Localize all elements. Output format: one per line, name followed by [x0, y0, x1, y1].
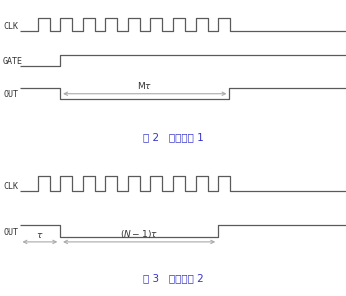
Text: 图 2   工作模式 1: 图 2 工作模式 1 [143, 132, 203, 142]
Text: $\tau$: $\tau$ [36, 231, 44, 240]
Text: CLK: CLK [3, 22, 18, 31]
Text: M$\tau$: M$\tau$ [137, 80, 152, 91]
Text: 图 3   工作模式 2: 图 3 工作模式 2 [143, 273, 203, 283]
Text: GATE: GATE [3, 57, 23, 66]
Text: $(N-1)\tau$: $(N-1)\tau$ [120, 228, 158, 240]
Text: OUT: OUT [3, 90, 18, 99]
Text: OUT: OUT [3, 228, 18, 237]
Text: CLK: CLK [3, 182, 18, 191]
